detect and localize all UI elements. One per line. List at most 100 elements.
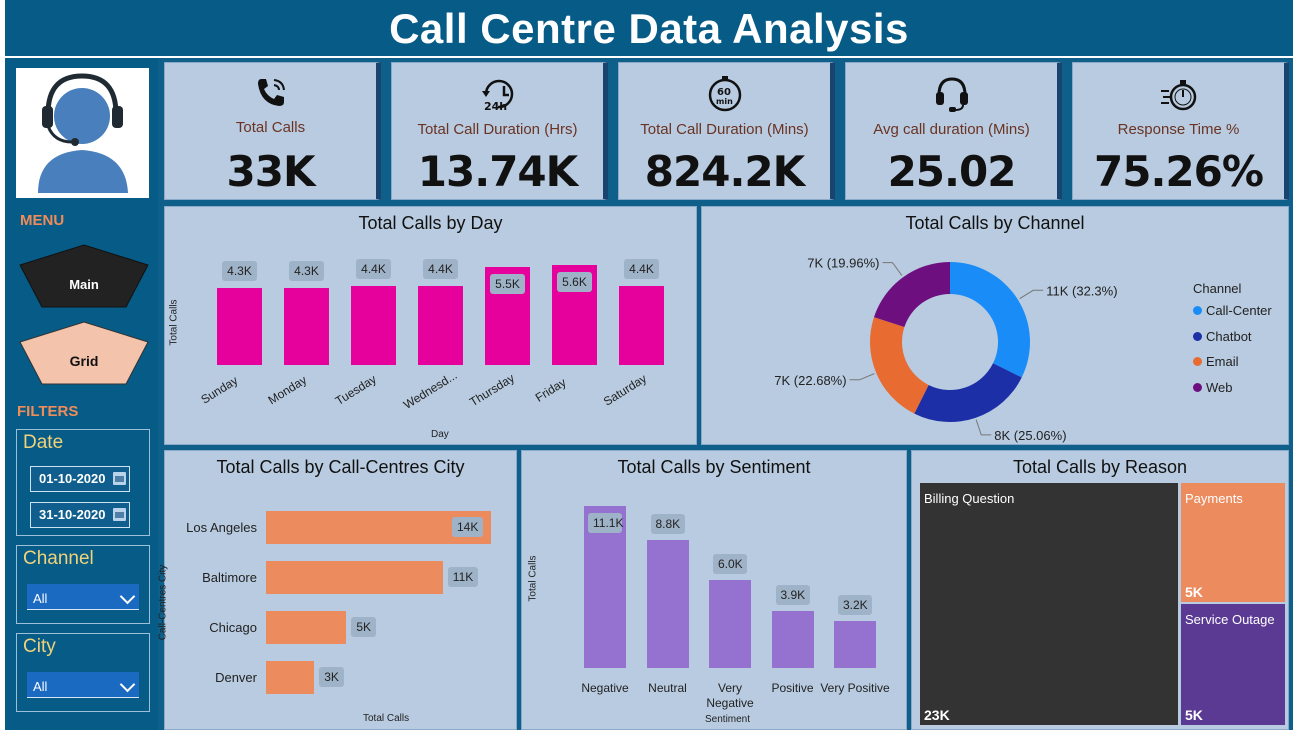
donut-slice[interactable] (870, 317, 929, 414)
bar-data-label: 5.5K (490, 273, 525, 294)
city-filter: City All (16, 633, 150, 712)
end-date-value: 31-10-2020 (39, 507, 106, 522)
channel-dropdown[interactable]: All (27, 584, 139, 610)
kpi-label: Total Call Duration (Hrs) (417, 121, 578, 138)
kpi-total-call-duration-mins: 60 min Total Call Duration (Mins) 824.2K (618, 62, 835, 200)
donut-slice[interactable] (950, 262, 1030, 378)
city-dropdown-value: All (33, 679, 48, 694)
city-bar[interactable] (266, 561, 443, 594)
bar-data-label: 14K (452, 517, 484, 537)
bar-data-label: 8.8K (650, 513, 685, 534)
bar-data-label: 6.0K (713, 554, 747, 575)
main-menu-button[interactable]: Main (18, 243, 150, 309)
kpi-value: 75.26% (1094, 147, 1264, 196)
end-date-input[interactable]: 31-10-2020 (30, 502, 130, 528)
calendar-icon[interactable] (113, 472, 126, 485)
grid-menu-label: Grid (69, 353, 99, 369)
headset-icon (935, 77, 968, 112)
day-bar[interactable] (217, 288, 262, 365)
legend-dot (1193, 382, 1202, 392)
menu-heading: MENU (20, 212, 65, 229)
legend-item[interactable]: Chatbot (1193, 329, 1252, 344)
donut-slice[interactable] (873, 262, 950, 328)
city-dropdown[interactable]: All (27, 672, 139, 698)
legend-dot (1193, 306, 1202, 315)
x-tick-label: Positive (771, 681, 814, 695)
sentiment-bar[interactable] (646, 539, 689, 668)
grid-menu-button[interactable]: Grid (18, 320, 150, 386)
kpi-value: 13.74K (417, 147, 578, 196)
sentiment-bar[interactable] (709, 580, 751, 668)
channel-filter: Channel All (16, 545, 150, 624)
legend-dot (1193, 357, 1202, 366)
legend-label: Web (1206, 379, 1233, 395)
kpi-total-calls: Total Calls 33K (164, 62, 381, 200)
bar-data-label: 3K (319, 667, 344, 687)
kpi-value: 25.02 (887, 147, 1017, 196)
bar-data-label: 4.4K (624, 259, 659, 280)
x-tick-label: Tuesday (332, 371, 379, 409)
y-tick-label: Chicago (209, 620, 257, 635)
city-bar[interactable] (266, 661, 315, 694)
x-tick-label: Saturday (600, 371, 650, 409)
legend-item[interactable]: Call-Center (1193, 303, 1272, 318)
city-bar[interactable] (266, 611, 347, 644)
kpi-value: 824.2K (644, 147, 805, 196)
day-chart-title: Total Calls by Day (358, 213, 503, 233)
bar-data-label: 4.3K (222, 261, 257, 282)
treemap-value: 5K (1185, 584, 1203, 600)
date-filter-title: Date (23, 432, 64, 453)
kpi-label: Total Call Duration (Mins) (640, 121, 809, 138)
kpi-label: Response Time % (1117, 121, 1240, 138)
bar-data-label: 5.6K (557, 272, 592, 292)
stopwatch-icon (1160, 80, 1196, 111)
treemap-label: Billing Question (924, 491, 1015, 506)
donut-slice[interactable] (914, 363, 1022, 422)
calendar-icon[interactable] (113, 508, 126, 521)
treemap-service-outage[interactable]: Service Outage 5K (1181, 604, 1285, 725)
agent-headset-icon (38, 73, 128, 193)
treemap-payments[interactable]: Payments 5K (1181, 483, 1285, 602)
x-tick-label: Monday (265, 372, 310, 408)
y-tick-label: Los Angeles (186, 520, 257, 535)
city-filter-title: City (23, 636, 56, 657)
bar-data-label: 4.3K (289, 261, 324, 282)
bar-data-label: 4.4K (356, 259, 391, 280)
start-date-input[interactable]: 01-10-2020 (30, 466, 130, 492)
sentiment-bar[interactable] (834, 621, 876, 668)
legend-label: Call-Center (1206, 303, 1272, 318)
x-tick-label: Very Negative (706, 681, 754, 710)
60-min-timer-icon: 60 min (708, 76, 741, 112)
day-bar[interactable] (351, 286, 396, 365)
day-bar[interactable] (418, 286, 463, 365)
sentiment-bar[interactable] (584, 506, 626, 668)
slice-data-label: 7K (22.68%) (774, 373, 846, 388)
legend-dot (1193, 331, 1202, 341)
legend-item[interactable]: Email (1193, 354, 1239, 369)
day-bar[interactable] (619, 286, 664, 365)
bar-data-label: 3.9K (775, 585, 810, 606)
treemap-label: Payments (1185, 491, 1243, 506)
kpi-response-time: Response Time % 75.26% (1072, 62, 1289, 200)
sentiment-chart-panel: Total Calls by Sentiment Total Calls Sen… (521, 450, 907, 730)
channel-filter-title: Channel (23, 548, 94, 569)
filters-heading: FILTERS (17, 403, 79, 420)
page-title: Call Centre Data Analysis (5, 0, 1293, 56)
bar-data-label: 4.4K (423, 259, 458, 280)
city-chart-plot: 14K Los Angeles 11K Baltimore 5K Chicago 3K Den… (165, 451, 516, 729)
treemap-billing-question[interactable]: Billing Question 23K (920, 483, 1178, 725)
svg-text:60: 60 (717, 87, 731, 98)
sentiment-bar[interactable] (771, 611, 814, 668)
slice-data-label: 7K (19.96%) (807, 256, 879, 271)
legend-item[interactable]: Web (1193, 380, 1233, 395)
kpi-label: Avg call duration (Mins) (873, 121, 1030, 138)
x-tick-label: Sunday (198, 373, 241, 407)
bar-data-label: 11K (447, 567, 479, 587)
sentiment-chart-title: Total Calls by Sentiment (617, 457, 811, 477)
reason-chart-panel: Total Calls by Reason Billing Question 2… (911, 450, 1289, 730)
24h-clock-icon: 24h (481, 79, 513, 113)
chevron-down-icon (119, 676, 136, 693)
leader-line (1019, 289, 1044, 300)
day-bar[interactable] (284, 288, 329, 365)
day-chart-panel: Total Calls by Day Total Calls Day 4.3K S… (164, 206, 697, 445)
